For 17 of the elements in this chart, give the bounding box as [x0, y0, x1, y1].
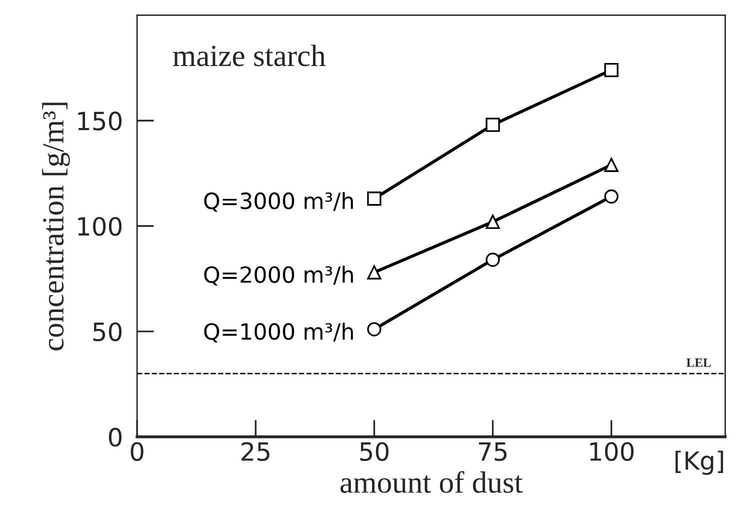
ref-line-label: LEL — [686, 358, 711, 367]
x-tick-label: 0 — [130, 442, 144, 462]
x-tick-label: 75 — [478, 442, 507, 462]
x-tick-label: 25 — [242, 442, 270, 462]
series-label: Q=1000 m³/h — [204, 322, 353, 342]
x-tick-label: 50 — [360, 442, 388, 462]
y-axis-title: concentration [g/m³] — [42, 102, 70, 350]
y-tick-label: 50 — [93, 322, 122, 342]
x-tick-label: 100 — [590, 442, 634, 462]
y-tick-label: 150 — [78, 112, 122, 130]
text: [Kg] — [676, 450, 724, 475]
series-label: Q=2000 m³/h — [204, 266, 353, 286]
y-tick-label: 100 — [78, 216, 122, 236]
series-label: Q=3000 m³/h — [204, 192, 353, 212]
y-tick-label: 0 — [108, 428, 122, 447]
text: maize starch — [173, 44, 326, 66]
x-axis-title: amount of dust — [340, 471, 523, 493]
